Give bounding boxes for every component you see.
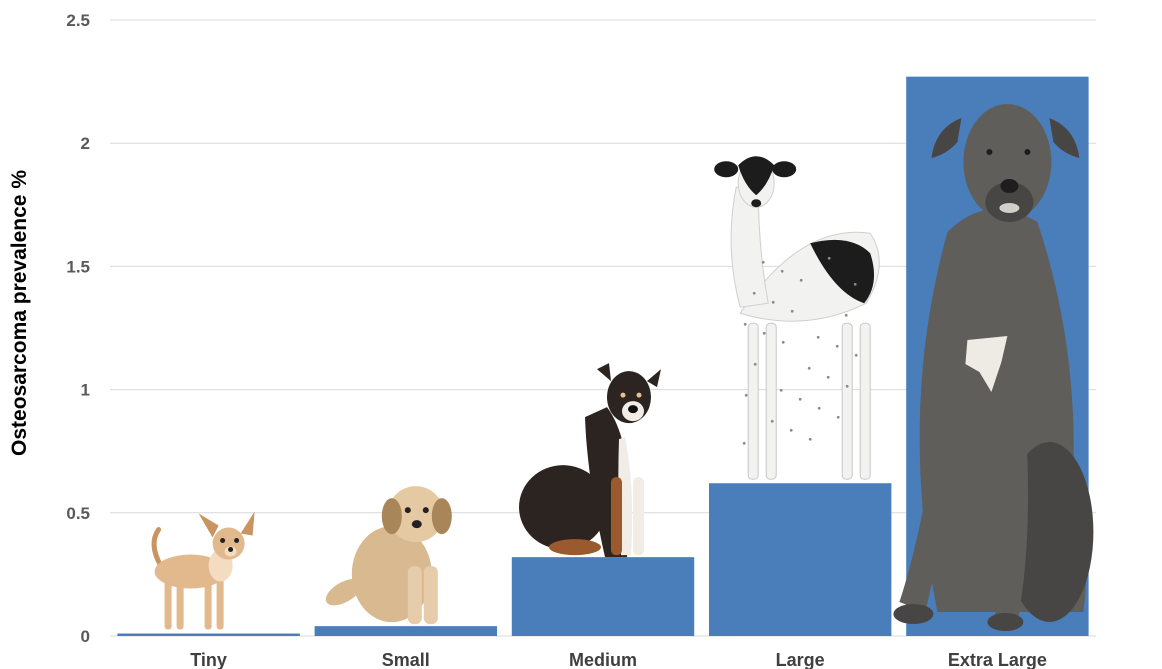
x-category-label: Tiny — [190, 650, 227, 669]
small-dog-icon — [325, 486, 452, 625]
y-tick-label: 0.5 — [66, 504, 90, 523]
bar-small — [314, 626, 498, 636]
bar-large — [708, 483, 892, 636]
y-tick-label: 2.5 — [66, 11, 90, 30]
x-category-label: Medium — [569, 650, 637, 669]
bar-tiny — [117, 633, 300, 636]
y-axis-title: Osteosarcoma prevalence % — [8, 170, 31, 456]
y-axis-ticks: 0 0.5 1 1.5 2 2.5 — [66, 11, 90, 646]
x-axis-categories: Tiny Small Medium Large Extra Large — [190, 650, 1047, 669]
x-category-label: Small — [382, 650, 430, 669]
y-tick-label: 1 — [81, 381, 90, 400]
x-category-label: Extra Large — [948, 650, 1047, 669]
great-dane-icon — [893, 104, 1094, 631]
y-tick-label: 0 — [81, 627, 90, 646]
y-tick-label: 1.5 — [66, 257, 90, 276]
x-category-label: Large — [776, 650, 825, 669]
dog-illustrations — [151, 104, 1094, 631]
greyhound-icon — [714, 156, 880, 480]
chihuahua-icon — [151, 511, 255, 630]
bar-medium — [511, 557, 695, 636]
medium-dog-icon — [519, 363, 661, 558]
y-tick-label: 2 — [81, 134, 90, 153]
